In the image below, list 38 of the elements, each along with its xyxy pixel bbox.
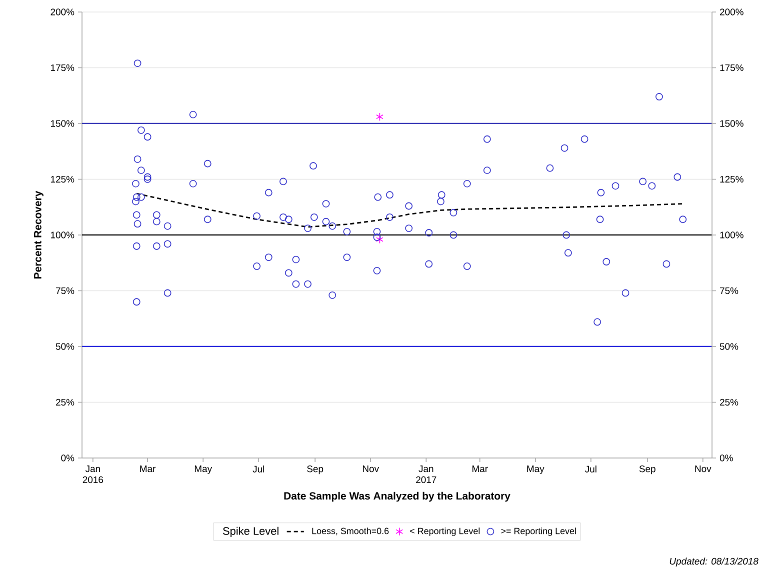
text: Updated: 08/13/2018 [670, 558, 758, 566]
x-tick-label: Nov [695, 466, 712, 472]
x-tick-label: May [194, 466, 212, 474]
y-tick-label: 100% [51, 232, 74, 238]
legend-label: Loess, Smooth=0.6 [312, 528, 389, 536]
y2-tick-label: 125% [720, 176, 744, 183]
x-tick-label: May [527, 466, 544, 474]
legend-title: Spike Level [223, 526, 278, 538]
y-tick-label: 25% [56, 398, 74, 406]
x-tick-label: Nov [362, 466, 379, 472]
legend-label: >= Reporting Level [501, 528, 576, 536]
y2-tick-label: 150% [720, 120, 744, 127]
y2-tick-label: 175% [720, 64, 744, 72]
y2-tick-label: 50% [720, 343, 738, 350]
x-tick-label: Jul [585, 466, 596, 472]
x-tick-label: Jul [252, 466, 264, 472]
y2-tick-label: 75% [720, 287, 738, 294]
y2-tick-label: 100% [720, 232, 744, 238]
x-axis-title: Date Sample Was Analyzed by the Laboratory [284, 492, 510, 502]
y-tick-label: 75% [56, 287, 74, 294]
y2-tick-label: 0% [720, 454, 733, 462]
y-tick-label: 125% [51, 176, 74, 183]
y-tick-label: 200% [50, 8, 74, 16]
x-tick-label: Mar [140, 466, 156, 472]
y-tick-label: 0% [61, 454, 74, 462]
y-tick-label: 150% [51, 120, 74, 127]
x-tick-label: Sep [639, 466, 656, 474]
legend-label: < Reporting Level [410, 528, 480, 536]
x-tick-label: Jan 2016 [82, 466, 104, 484]
y-tick-label: 175% [51, 64, 74, 72]
y-axis-title: Percent Recovery [34, 190, 44, 278]
x-tick-label: Jan 2017 [416, 466, 436, 484]
x-tick-label: Sep [307, 466, 324, 474]
y2-tick-label: 200% [720, 8, 744, 16]
line-series [136, 192, 683, 228]
y2-tick-label: 25% [720, 398, 738, 406]
y-tick-label: 50% [56, 343, 74, 350]
x-tick-label: Mar [472, 466, 488, 472]
